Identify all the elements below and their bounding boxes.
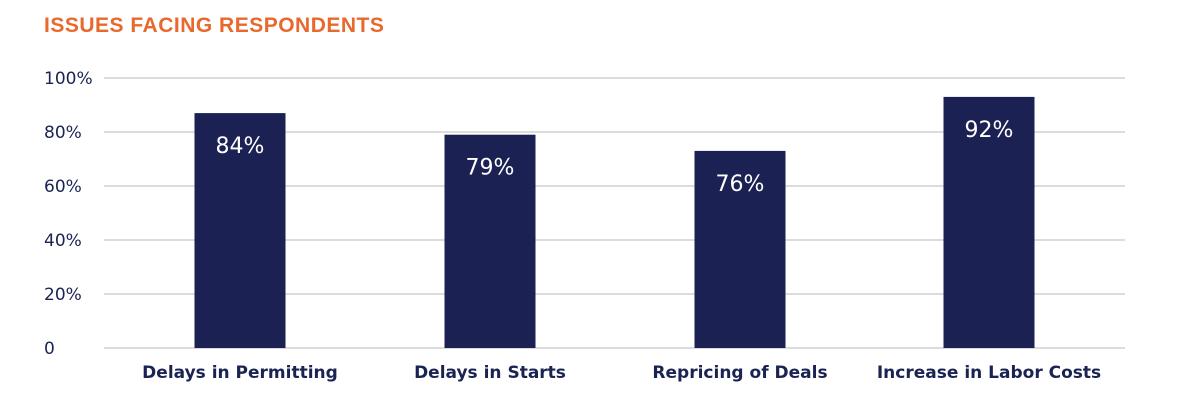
y-tick-label: 40% <box>44 231 82 251</box>
y-tick-label: 100% <box>44 69 93 89</box>
bar <box>943 96 1035 349</box>
y-tick-label: 60% <box>44 177 82 197</box>
x-tick-label: Delays in Starts <box>414 363 566 383</box>
y-tick-label: 80% <box>44 123 82 143</box>
data-label: 76% <box>716 172 765 197</box>
data-label: 92% <box>965 118 1014 143</box>
chart-title: ISSUES FACING RESPONDENTS <box>44 14 385 37</box>
y-tick-label: 20% <box>44 285 82 305</box>
y-tick-label: 0 <box>44 339 55 359</box>
data-label: 84% <box>216 134 265 159</box>
bar <box>444 134 536 348</box>
x-tick-label: Increase in Labor Costs <box>877 363 1101 383</box>
x-tick-label: Repricing of Deals <box>652 363 827 383</box>
x-tick-label: Delays in Permitting <box>142 363 338 383</box>
data-label: 79% <box>466 156 515 181</box>
bar <box>194 113 286 348</box>
bar <box>694 150 786 348</box>
